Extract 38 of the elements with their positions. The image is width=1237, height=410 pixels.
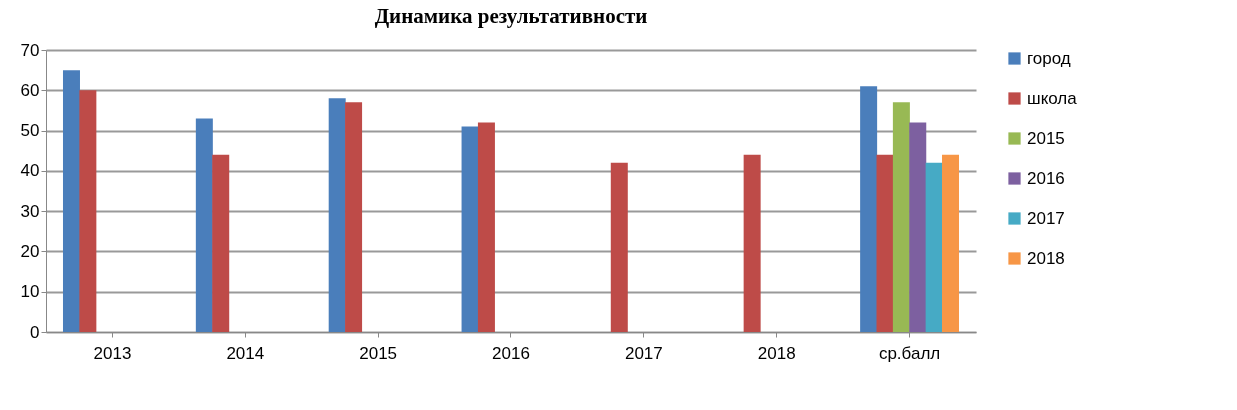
bar xyxy=(860,86,878,332)
bar xyxy=(212,154,230,332)
bar xyxy=(892,102,910,332)
y-tick-label: 0 xyxy=(30,322,40,342)
y-tick-label: 40 xyxy=(20,161,40,181)
x-tick-label: 2017 xyxy=(624,343,663,363)
legend-label: 2017 xyxy=(1027,208,1065,228)
bar xyxy=(876,154,894,332)
x-tick-label: 2013 xyxy=(93,343,132,363)
legend-label: 2015 xyxy=(1027,128,1065,148)
bar xyxy=(925,162,943,332)
legend-label: 2018 xyxy=(1027,248,1065,268)
bar xyxy=(328,98,346,332)
bar xyxy=(477,122,495,332)
bar xyxy=(62,70,80,332)
bar xyxy=(909,122,927,332)
legend-label: 2016 xyxy=(1027,168,1065,188)
legend-label: школа xyxy=(1027,88,1078,108)
x-tick-label: 2015 xyxy=(359,343,398,363)
bar xyxy=(942,154,960,332)
bar xyxy=(79,90,97,332)
x-tick-label: 2018 xyxy=(757,343,796,363)
y-tick-label: 60 xyxy=(20,80,40,100)
bar xyxy=(345,102,363,332)
y-tick-label: 30 xyxy=(20,201,40,221)
bar xyxy=(610,162,628,332)
bar xyxy=(461,126,479,332)
y-tick-label: 10 xyxy=(20,282,40,302)
x-tick-label: 2014 xyxy=(226,343,265,363)
x-tick-label: 2016 xyxy=(492,343,530,363)
y-tick-label: 70 xyxy=(20,40,40,60)
bar xyxy=(195,118,213,332)
legend-label: город xyxy=(1027,48,1071,68)
bar xyxy=(743,154,761,332)
y-tick-label: 20 xyxy=(20,241,40,261)
x-tick-label: ср.балл xyxy=(878,343,941,363)
y-tick-label: 50 xyxy=(20,121,40,141)
chart-title: Динамика результативности xyxy=(374,4,648,28)
